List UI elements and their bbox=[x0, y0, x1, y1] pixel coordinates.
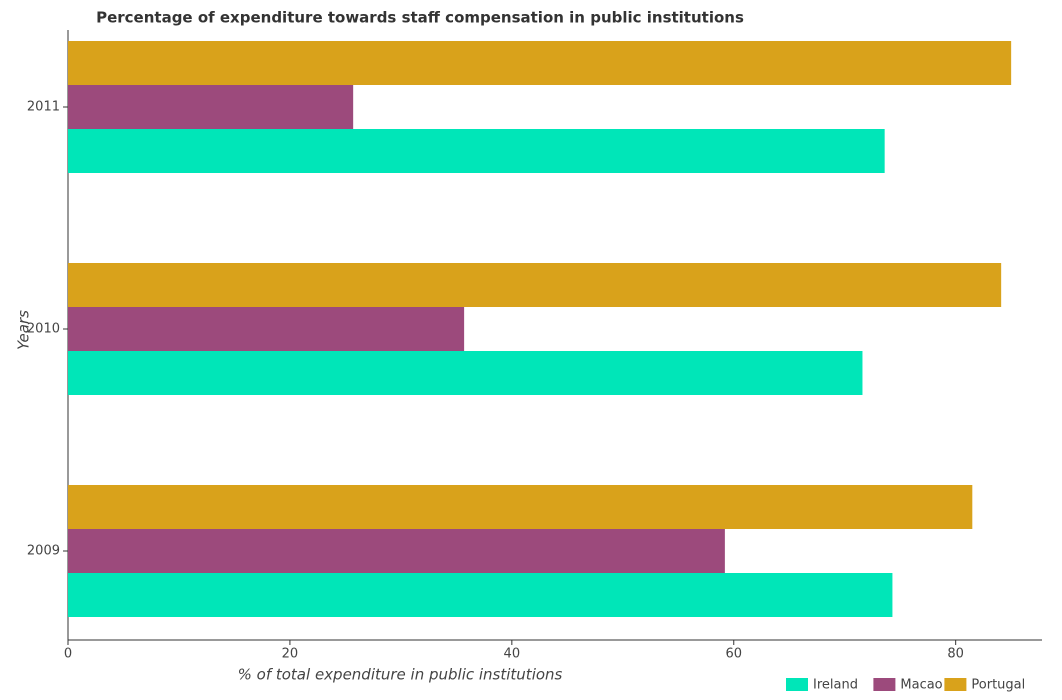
bar bbox=[68, 573, 893, 617]
chart-title: Percentage of expenditure towards staff … bbox=[96, 9, 744, 27]
legend-label: Portugal bbox=[971, 678, 1025, 693]
legend-label: Macao bbox=[900, 678, 942, 693]
bar bbox=[68, 263, 1002, 307]
legend-swatch bbox=[944, 678, 967, 691]
bar bbox=[68, 129, 885, 173]
legend-swatch bbox=[873, 678, 896, 691]
bar bbox=[68, 529, 725, 573]
y-tick-label: 2009 bbox=[27, 544, 60, 559]
y-tick-label: 2010 bbox=[27, 322, 60, 337]
x-tick-label: 80 bbox=[947, 647, 964, 662]
bar bbox=[68, 351, 863, 395]
bar bbox=[68, 307, 465, 351]
legend-label: Ireland bbox=[813, 678, 858, 693]
bar bbox=[68, 41, 1012, 85]
x-tick-label: 0 bbox=[64, 647, 72, 662]
legend-swatch bbox=[786, 678, 808, 691]
x-tick-label: 20 bbox=[282, 647, 299, 662]
bar bbox=[68, 485, 973, 529]
y-axis-label: Years bbox=[15, 310, 33, 350]
bar bbox=[68, 85, 354, 129]
x-tick-label: 60 bbox=[725, 647, 742, 662]
x-axis-label: % of total expenditure in public institu… bbox=[238, 666, 563, 684]
x-tick-label: 40 bbox=[504, 647, 521, 662]
y-tick-label: 2011 bbox=[27, 100, 60, 115]
